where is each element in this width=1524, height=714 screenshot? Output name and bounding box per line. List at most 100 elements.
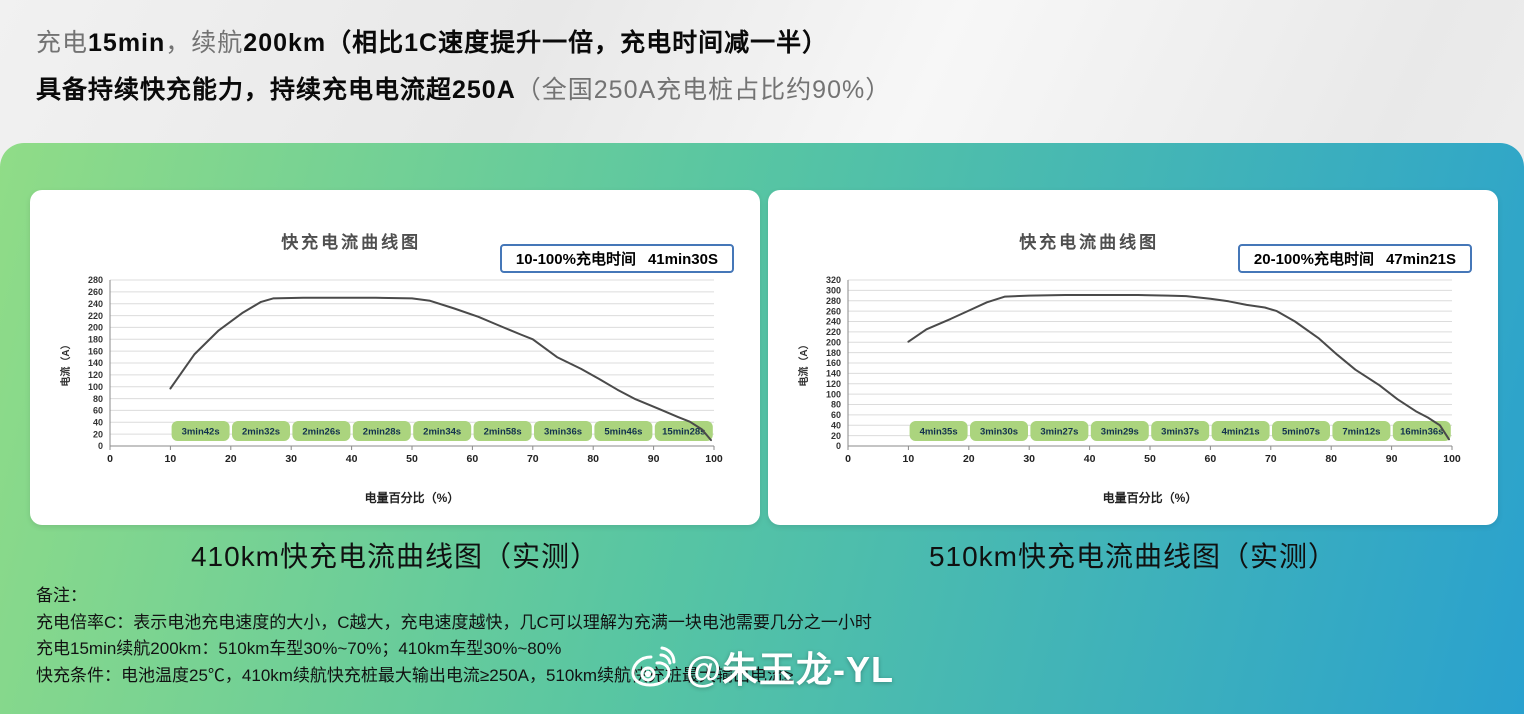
svg-text:2min34s: 2min34s bbox=[423, 427, 461, 438]
svg-text:20: 20 bbox=[225, 453, 237, 465]
svg-text:80: 80 bbox=[1325, 453, 1337, 465]
headline-1-seg: 15min bbox=[88, 29, 166, 57]
svg-text:3min27s: 3min27s bbox=[1040, 427, 1078, 438]
svg-text:200: 200 bbox=[88, 323, 103, 333]
chart-title: 快充电流曲线图 bbox=[1019, 233, 1160, 252]
svg-text:3min30s: 3min30s bbox=[980, 427, 1018, 438]
svg-text:10: 10 bbox=[165, 453, 177, 465]
charge-time-value: 47min21S bbox=[1385, 251, 1456, 268]
notes-line: 充电15min续航200km：510km车型30%~70%；410km车型30%… bbox=[36, 639, 562, 658]
notes-title: 备注： bbox=[36, 586, 87, 605]
svg-text:80: 80 bbox=[587, 453, 599, 465]
svg-text:2min58s: 2min58s bbox=[484, 427, 522, 438]
svg-text:100: 100 bbox=[826, 389, 841, 399]
svg-text:50: 50 bbox=[1144, 453, 1156, 465]
content-area: 快充电流曲线图 10-100%充电时间 41min30S 0 20 40 60 80 100… bbox=[0, 143, 1524, 714]
svg-text:4min21s: 4min21s bbox=[1222, 427, 1260, 438]
svg-text:40: 40 bbox=[1084, 453, 1096, 465]
svg-text:220: 220 bbox=[88, 311, 103, 321]
svg-text:50: 50 bbox=[406, 453, 418, 465]
svg-text:120: 120 bbox=[826, 379, 841, 389]
weibo-logo-icon bbox=[630, 646, 676, 688]
svg-text:40: 40 bbox=[831, 420, 841, 430]
svg-text:100: 100 bbox=[1443, 453, 1461, 465]
svg-text:60: 60 bbox=[467, 453, 479, 465]
svg-text:240: 240 bbox=[88, 299, 103, 309]
chart-canvas: 0204060801001201401601802002202402602803… bbox=[797, 275, 1461, 505]
svg-text:4min35s: 4min35s bbox=[920, 427, 958, 438]
svg-text:10: 10 bbox=[903, 453, 915, 465]
headline-1-seg: （相比1C速度提升一倍，充电时间减一半） bbox=[326, 29, 829, 57]
svg-text:180: 180 bbox=[826, 348, 841, 358]
svg-text:90: 90 bbox=[1386, 453, 1398, 465]
svg-text:7min12s: 7min12s bbox=[1342, 427, 1380, 438]
headline-2-seg: （全国250A充电桩占比约90%） bbox=[515, 76, 892, 104]
svg-text:电量百分比（%）: 电量百分比（%） bbox=[1103, 490, 1198, 505]
svg-text:电流（A）: 电流（A） bbox=[797, 339, 810, 386]
headline-1-seg: 200km bbox=[243, 29, 327, 57]
header: 充电15min，续航200km（相比1C速度提升一倍，充电时间减一半） 具备持续… bbox=[0, 0, 1524, 145]
chart-canvas: 0204060801001201401601802002202402602800… bbox=[59, 275, 723, 505]
svg-text:120: 120 bbox=[88, 370, 103, 380]
chart-plot-410km: 0 20 40 60 80 100 120 140 160 180 200 220 240 260 280 0… bbox=[56, 262, 736, 510]
chart-panel-510km: 快充电流曲线图 20-100%充电时间 47min21S 0 20 40 60 80 100… bbox=[768, 190, 1498, 525]
headline-1: 充电15min，续航200km（相比1C速度提升一倍，充电时间减一半） bbox=[36, 20, 1524, 67]
svg-text:20: 20 bbox=[831, 431, 841, 441]
svg-text:260: 260 bbox=[88, 287, 103, 297]
headline-2: 具备持续快充能力，持续充电电流超250A（全国250A充电桩占比约90%） bbox=[36, 67, 1524, 114]
notes: 备注： 充电倍率C：表示电池充电速度的大小，C越大，充电速度越快，几C可以理解为… bbox=[36, 583, 872, 689]
svg-text:0: 0 bbox=[107, 453, 113, 465]
charge-time-box: 10-100%充电时间 41min30S bbox=[499, 244, 734, 273]
svg-text:60: 60 bbox=[831, 410, 841, 420]
notes-line: 充电倍率C：表示电池充电速度的大小，C越大，充电速度越快，几C可以理解为充满一块… bbox=[36, 612, 872, 632]
svg-text:200: 200 bbox=[826, 338, 841, 348]
svg-text:30: 30 bbox=[285, 453, 297, 465]
watermark: @朱玉龙-YL bbox=[630, 641, 894, 693]
svg-text:90: 90 bbox=[648, 453, 660, 465]
svg-text:60: 60 bbox=[93, 406, 103, 416]
charge-time-label: 10-100%充电时间 bbox=[515, 251, 636, 268]
svg-text:2min26s: 2min26s bbox=[302, 427, 340, 438]
svg-text:100: 100 bbox=[705, 453, 723, 465]
svg-text:300: 300 bbox=[826, 286, 841, 296]
svg-text:240: 240 bbox=[826, 317, 841, 327]
svg-text:2min28s: 2min28s bbox=[363, 427, 401, 438]
headline-2-seg: 具备持续快充能力，持续充电电流超250A bbox=[36, 76, 516, 104]
chart-title: 快充电流曲线图 bbox=[281, 233, 422, 252]
chart-caption-510km: 510km快充电流曲线图（实测） bbox=[928, 541, 1338, 572]
svg-text:15min28s: 15min28s bbox=[662, 427, 705, 438]
svg-text:3min29s: 3min29s bbox=[1101, 427, 1139, 438]
svg-text:180: 180 bbox=[88, 335, 103, 345]
watermark-text: @朱玉龙-YL bbox=[685, 649, 895, 690]
chart-caption-410km: 410km快充电流曲线图（实测） bbox=[190, 541, 600, 572]
svg-text:280: 280 bbox=[826, 296, 841, 306]
svg-text:电量百分比（%）: 电量百分比（%） bbox=[365, 490, 460, 505]
svg-text:80: 80 bbox=[831, 400, 841, 410]
svg-text:20: 20 bbox=[963, 453, 975, 465]
svg-text:320: 320 bbox=[826, 275, 841, 285]
svg-text:3min37s: 3min37s bbox=[1161, 427, 1199, 438]
svg-text:0: 0 bbox=[836, 441, 841, 451]
svg-text:2min32s: 2min32s bbox=[242, 427, 280, 438]
svg-text:30: 30 bbox=[1023, 453, 1035, 465]
charge-time-value: 41min30S bbox=[647, 251, 718, 268]
svg-text:70: 70 bbox=[527, 453, 539, 465]
svg-text:260: 260 bbox=[826, 306, 841, 316]
svg-text:0: 0 bbox=[98, 441, 103, 451]
charge-time-label: 20-100%充电时间 bbox=[1253, 251, 1374, 268]
svg-text:220: 220 bbox=[826, 327, 841, 337]
notes-line: 快充条件：电池温度25℃，410km续航快充桩最大输出电流≥250A，510km… bbox=[36, 665, 794, 685]
svg-text:280: 280 bbox=[88, 275, 103, 285]
svg-text:160: 160 bbox=[88, 346, 103, 356]
svg-text:160: 160 bbox=[826, 358, 841, 368]
svg-text:5min46s: 5min46s bbox=[604, 427, 642, 438]
svg-text:3min42s: 3min42s bbox=[182, 427, 220, 438]
svg-text:80: 80 bbox=[93, 394, 103, 404]
svg-text:40: 40 bbox=[346, 453, 358, 465]
svg-text:40: 40 bbox=[93, 418, 103, 428]
headline-1-seg: 充电 bbox=[36, 29, 89, 57]
svg-text:60: 60 bbox=[1205, 453, 1217, 465]
headline-1-seg: ，续航 bbox=[165, 29, 244, 57]
charge-time-box: 20-100%充电时间 47min21S bbox=[1237, 244, 1472, 273]
svg-text:140: 140 bbox=[826, 369, 841, 379]
